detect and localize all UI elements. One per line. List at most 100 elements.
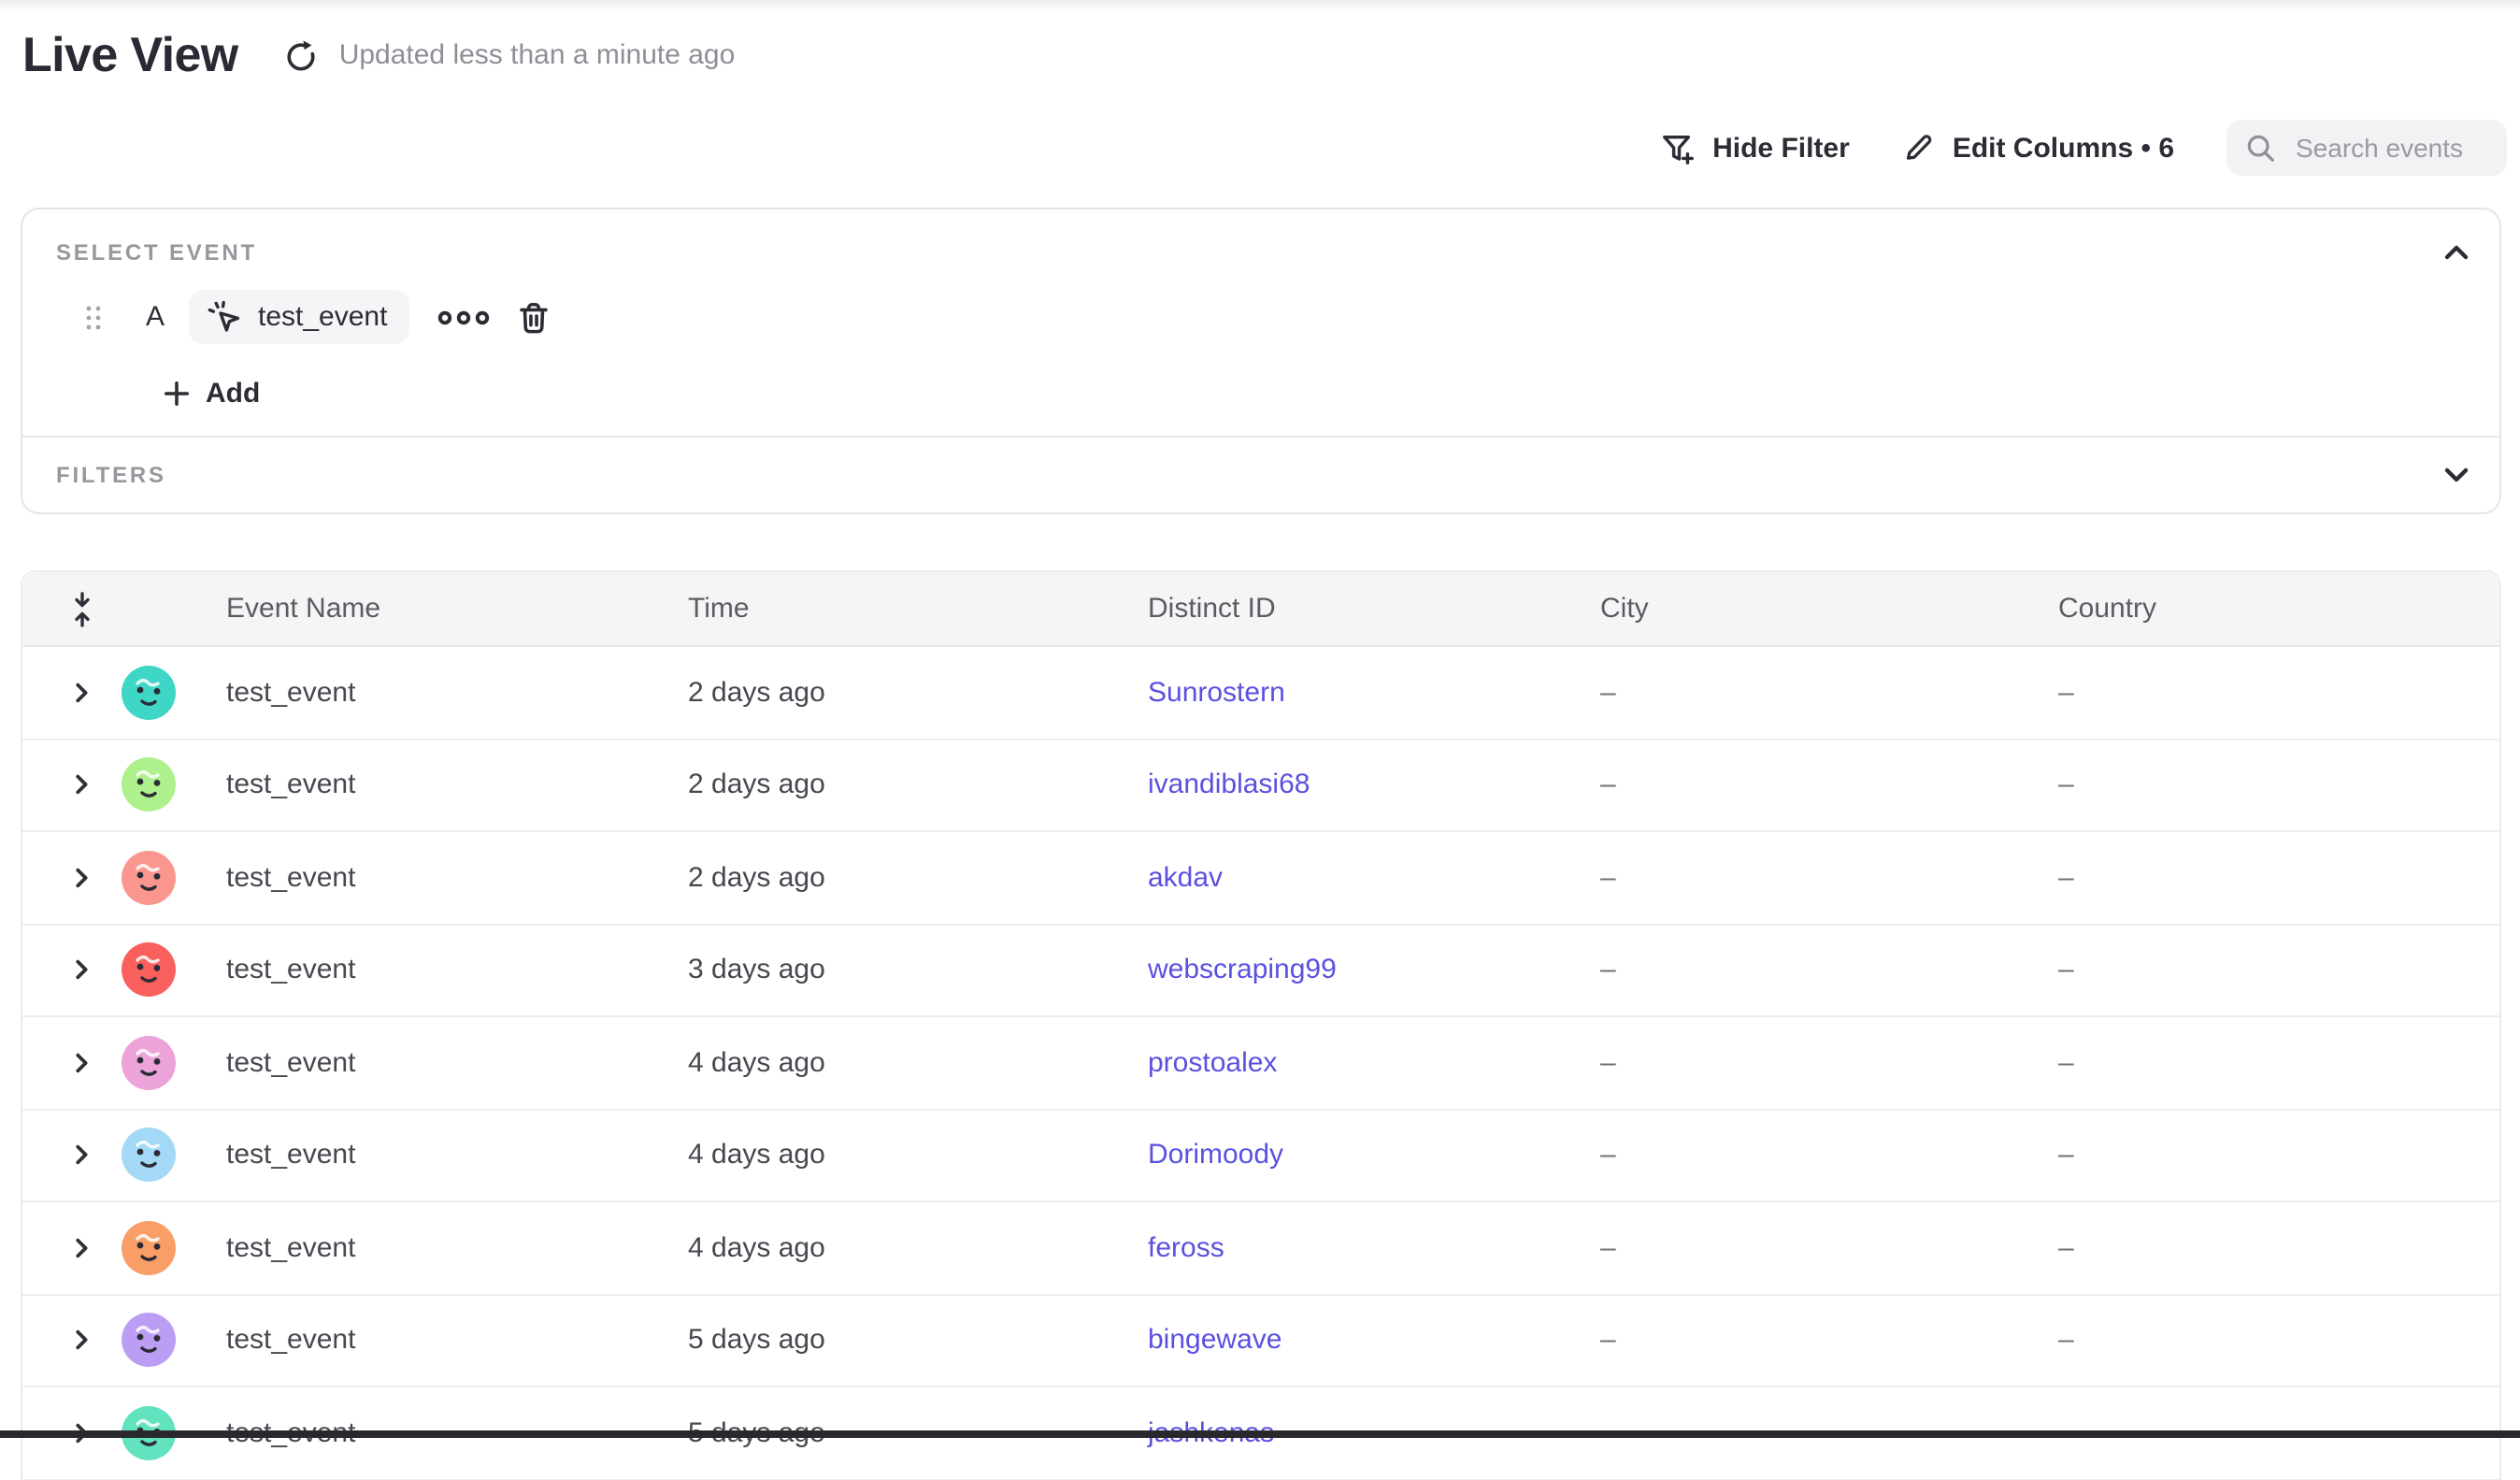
select-event-section: SELECT EVENT: [22, 209, 2499, 436]
search-events-box[interactable]: [2226, 120, 2507, 176]
top-fade: [0, 0, 2520, 11]
distinct-id-link[interactable]: Dorimoody: [1148, 1139, 1284, 1171]
avatar[interactable]: [122, 1035, 176, 1090]
distinct-id-link[interactable]: feross: [1148, 1231, 1224, 1264]
chevron-right-icon: [76, 960, 88, 980]
avatar[interactable]: [122, 850, 176, 905]
refresh-button[interactable]: [283, 36, 321, 74]
bottom-edge-bar: [0, 1430, 2520, 1438]
events-table: Event Name Time Distinct ID City Country: [21, 570, 2501, 1480]
row-expand-button[interactable]: [69, 681, 93, 705]
country-cell: –: [2058, 861, 2074, 894]
chevron-right-icon: [76, 868, 88, 887]
city-cell: –: [1600, 1324, 1616, 1357]
row-expand-button[interactable]: [69, 866, 93, 890]
avatar[interactable]: [122, 1220, 176, 1275]
pencil-icon: [1902, 131, 1936, 165]
collapse-rows-button[interactable]: [67, 588, 97, 629]
updated-status: Updated less than a minute ago: [338, 39, 736, 71]
select-event-label: SELECT EVENT: [56, 239, 257, 266]
distinct-id-link[interactable]: bingewave: [1148, 1324, 1282, 1357]
table-row: test_event 2 days ago Sunrostern – –: [22, 647, 2499, 738]
country-cell: –: [2058, 1231, 2074, 1264]
chevron-right-icon: [76, 1145, 88, 1165]
time-cell: 4 days ago: [688, 1231, 825, 1264]
distinct-id-link[interactable]: webscraping99: [1148, 954, 1337, 986]
time-cell: 4 days ago: [688, 1046, 825, 1079]
city-cell: –: [1600, 954, 1616, 986]
distinct-id-link[interactable]: Sunrostern: [1148, 676, 1285, 709]
city-cell: –: [1600, 861, 1616, 894]
filters-label: FILTERS: [56, 462, 166, 488]
event-name-cell: test_event: [226, 861, 356, 894]
avatar[interactable]: [122, 665, 176, 720]
filter-plus-icon: [1660, 130, 1696, 165]
cursor-click-icon: [206, 298, 243, 336]
table-header: Event Name Time Distinct ID City Country: [22, 572, 2499, 647]
row-expand-button[interactable]: [69, 773, 93, 797]
table-row: test_event 2 days ago akdav – –: [22, 830, 2499, 923]
column-header-distinct-id: Distinct ID: [1148, 593, 1276, 625]
avatar-face-icon: [136, 956, 161, 984]
row-expand-button[interactable]: [69, 1236, 93, 1260]
time-cell: 4 days ago: [688, 1139, 825, 1171]
row-expand-button[interactable]: [69, 958, 93, 983]
add-event-button[interactable]: Add: [163, 370, 260, 415]
time-cell: 2 days ago: [688, 861, 825, 894]
city-cell: –: [1600, 769, 1616, 801]
avatar[interactable]: [122, 1128, 176, 1183]
column-header-country: Country: [2058, 593, 2157, 625]
edit-columns-button[interactable]: Edit Columns • 6: [1902, 131, 2174, 165]
column-header-event-name: Event Name: [226, 593, 381, 625]
chevron-up-icon: [2440, 236, 2473, 269]
collapse-vertical-icon: [67, 588, 97, 629]
row-expand-button[interactable]: [69, 1329, 93, 1353]
row-expand-button[interactable]: [69, 1143, 93, 1168]
drag-dots-icon: [82, 300, 105, 334]
drag-handle[interactable]: [82, 300, 105, 334]
trash-icon: [515, 298, 551, 336]
delete-event-button[interactable]: [514, 298, 551, 336]
avatar-face-icon: [136, 1233, 161, 1261]
time-cell: 5 days ago: [688, 1324, 825, 1357]
plus-icon: [163, 379, 191, 407]
edit-columns-label: Edit Columns • 6: [1952, 132, 2174, 164]
collapse-section-button[interactable]: [2440, 236, 2473, 269]
column-header-time: Time: [688, 593, 750, 625]
country-cell: –: [2058, 769, 2074, 801]
time-cell: 2 days ago: [688, 676, 825, 709]
filters-section[interactable]: FILTERS: [22, 438, 2499, 512]
country-cell: –: [2058, 676, 2074, 709]
event-more-button[interactable]: [436, 298, 492, 336]
hide-filter-label: Hide Filter: [1712, 132, 1850, 164]
country-cell: –: [2058, 1324, 2074, 1357]
event-name-cell: test_event: [226, 1139, 356, 1171]
avatar[interactable]: [122, 757, 176, 812]
chevron-right-icon: [76, 1330, 88, 1350]
event-name-cell: test_event: [226, 769, 356, 801]
avatar-face-icon: [136, 1326, 161, 1354]
distinct-id-link[interactable]: akdav: [1148, 861, 1224, 894]
event-name-cell: test_event: [226, 676, 356, 709]
city-cell: –: [1600, 1139, 1616, 1171]
event-select-chip[interactable]: test_event: [189, 290, 410, 344]
country-cell: –: [2058, 954, 2074, 986]
table-row: test_event 4 days ago feross – –: [22, 1200, 2499, 1293]
table-row: test_event 2 days ago ivandiblasi68 – –: [22, 738, 2499, 830]
distinct-id-link[interactable]: prostoalex: [1148, 1046, 1278, 1079]
event-series-letter: A: [145, 301, 165, 333]
city-cell: –: [1600, 1231, 1616, 1264]
page-header: Live View Updated less than a minute ago: [22, 26, 735, 84]
hide-filter-button[interactable]: Hide Filter: [1660, 130, 1850, 165]
expand-filters-button[interactable]: [2440, 458, 2473, 492]
add-label: Add: [206, 377, 261, 409]
avatar[interactable]: [122, 942, 176, 998]
row-expand-button[interactable]: [69, 1051, 93, 1075]
distinct-id-link[interactable]: ivandiblasi68: [1148, 769, 1310, 801]
page-title: Live View: [22, 26, 238, 82]
avatar[interactable]: [122, 1313, 176, 1368]
city-cell: –: [1600, 1046, 1616, 1079]
search-events-input[interactable]: [2292, 131, 2488, 165]
table-row: test_event 3 days ago webscraping99 – –: [22, 923, 2499, 1015]
